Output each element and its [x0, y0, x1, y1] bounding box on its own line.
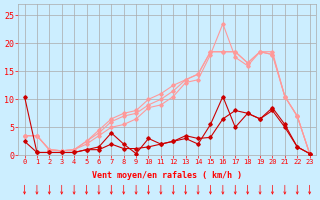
X-axis label: Vent moyen/en rafales ( km/h ): Vent moyen/en rafales ( km/h ) — [92, 171, 242, 180]
